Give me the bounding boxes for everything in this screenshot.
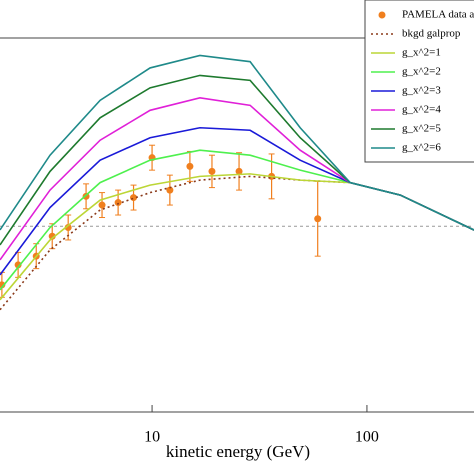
- x-tick-label: 10: [144, 429, 160, 446]
- data-point: [166, 186, 174, 194]
- data-point: [48, 232, 56, 240]
- series-line: [0, 173, 474, 301]
- data-point: [186, 162, 194, 170]
- series-line: [0, 175, 474, 311]
- legend-label: g_x^2=6: [402, 142, 441, 154]
- x-tick-label: 100: [355, 429, 379, 446]
- plot-area: [0, 54, 474, 311]
- data-point: [208, 167, 216, 175]
- legend-label: g_x^2=4: [402, 104, 441, 116]
- legend-label: PAMELA data a: [402, 9, 474, 21]
- legend-label: g_x^2=1: [402, 47, 441, 59]
- legend-box: [364, 0, 474, 163]
- data-point: [0, 281, 6, 289]
- x-axis: 10 100: [144, 405, 379, 446]
- x-axis-label: kinetic energy (GeV): [166, 442, 310, 461]
- data-point: [14, 261, 22, 269]
- legend-marker: [378, 11, 386, 19]
- legend-label: bkgd galprop: [402, 28, 461, 40]
- legend-label: g_x^2=5: [402, 123, 441, 135]
- data-point: [98, 201, 106, 209]
- series-line: [0, 54, 474, 231]
- data-point: [235, 167, 243, 175]
- data-point: [64, 223, 72, 231]
- data-point: [114, 199, 122, 207]
- legend-label: g_x^2=3: [402, 85, 441, 97]
- data-point: [314, 215, 322, 223]
- legend-label: g_x^2=2: [402, 66, 441, 78]
- legend: PAMELA data a bkgd galprop g_x^2=1 g_x^2=2g…: [364, 0, 474, 163]
